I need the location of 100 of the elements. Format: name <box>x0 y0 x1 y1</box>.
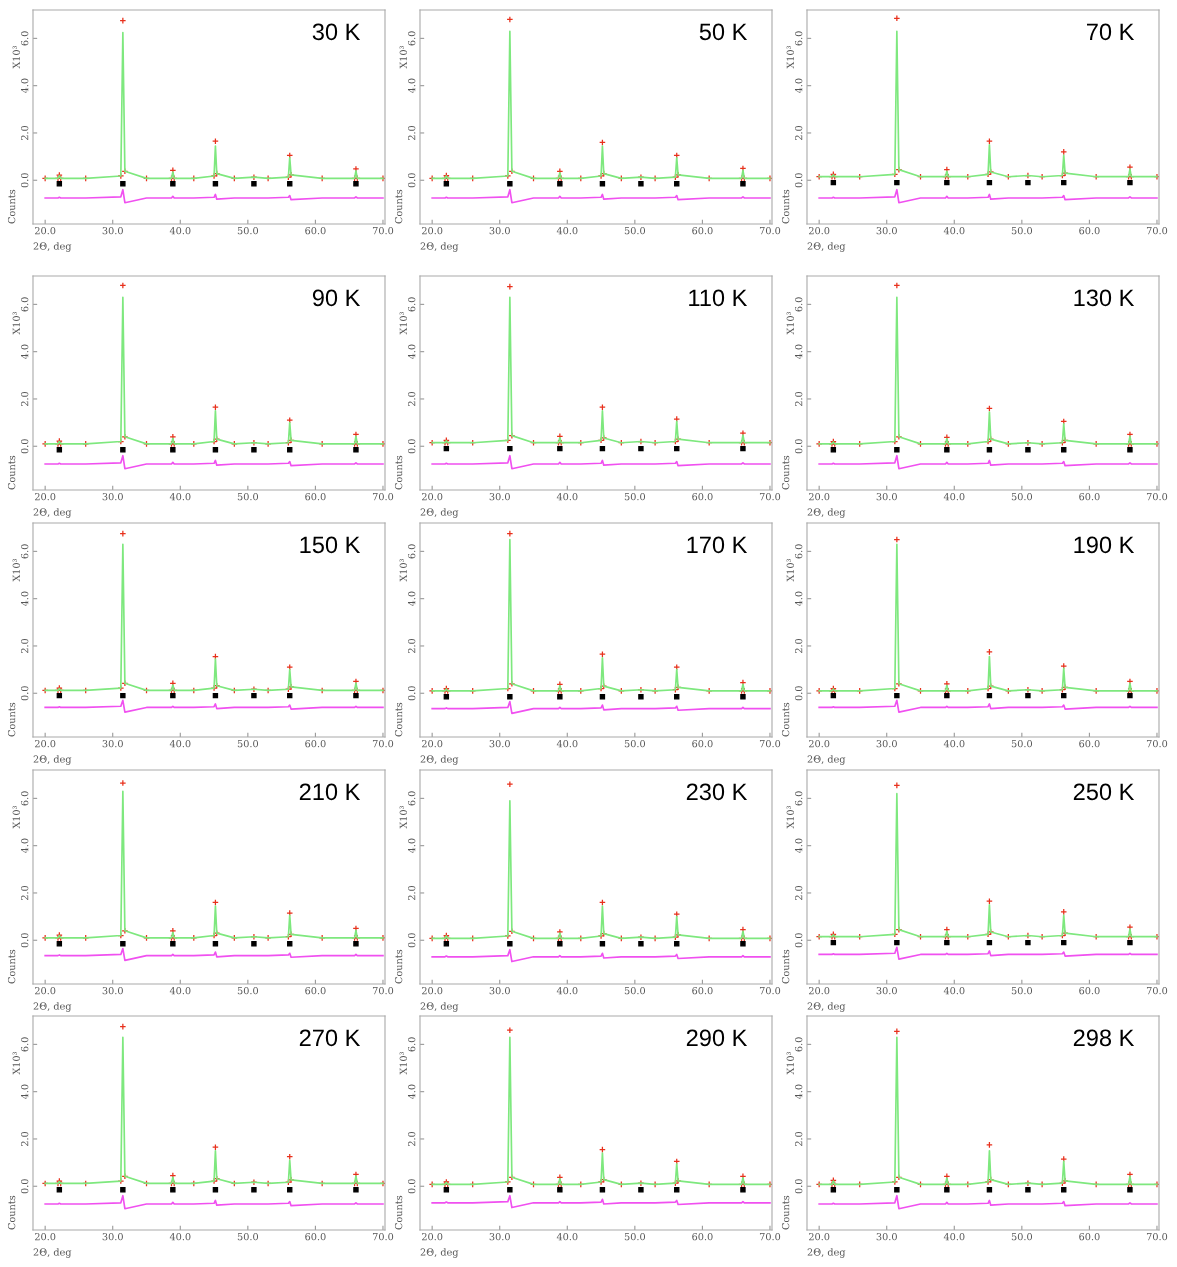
chart-title: 90 K <box>312 289 361 307</box>
y-axis-title: Counts <box>781 455 790 490</box>
y-axis-title: Counts <box>7 949 16 984</box>
x-tick-label: 50.0 <box>624 226 646 235</box>
text: X10³ <box>12 558 20 582</box>
x-tick-label: 70.0 <box>759 492 781 501</box>
x-tick-label: 50.0 <box>237 1232 259 1241</box>
x-tick-label: 50.0 <box>237 739 259 748</box>
x-tick-label: 20.0 <box>35 492 56 501</box>
y-tick-label: 4.0 <box>794 838 803 854</box>
x-tick-label: 40.0 <box>169 986 191 995</box>
x-tick-label: 20.0 <box>422 1232 443 1241</box>
x-tick-label: 40.0 <box>943 986 965 995</box>
x-tick-label: 50.0 <box>624 739 646 748</box>
x-tick-label: 20.0 <box>809 739 830 748</box>
y-tick-label: 6.0 <box>407 791 416 806</box>
y-tick-label: 4.0 <box>794 591 803 607</box>
x-tick-label: 50.0 <box>624 1232 646 1241</box>
y-tick-label: 6.0 <box>407 544 416 559</box>
chart-title: 250 K <box>1073 783 1135 801</box>
x-tick-label: 30.0 <box>489 739 510 748</box>
y-axis-title: Counts <box>7 702 16 737</box>
x-tick-label: 30.0 <box>876 492 897 501</box>
y-tick-label: 2.0 <box>794 638 803 654</box>
y-tick-label: 6.0 <box>794 544 803 559</box>
x-tick-label: 30.0 <box>102 986 123 995</box>
x-axis-title: 2Θ, deg <box>33 1248 72 1258</box>
x-tick-label: 40.0 <box>169 492 191 501</box>
y-tick-label: 0.0 <box>794 686 803 701</box>
y-tick-label: 4.0 <box>20 1084 29 1100</box>
x-tick-label: 50.0 <box>1011 226 1033 235</box>
chart-title: 30 K <box>312 23 361 41</box>
x-tick-label: 50.0 <box>1011 1232 1033 1241</box>
y-tick-label: 0.0 <box>794 1179 803 1194</box>
x-tick-label: 70.0 <box>1146 226 1168 235</box>
chart-title: 170 K <box>687 536 748 554</box>
y-tick-label: 2.0 <box>407 1131 416 1147</box>
x-tick-label: 60.0 <box>1079 492 1100 501</box>
y-tick-label: 6.0 <box>407 31 416 46</box>
y-tick-label: 6.0 <box>20 297 29 312</box>
x-tick-label: 40.0 <box>556 986 578 995</box>
chart-title: 270 K <box>299 1029 361 1047</box>
x-tick-label: 30.0 <box>876 739 897 748</box>
x-tick-label: 40.0 <box>943 492 965 501</box>
y-axis-title: Counts <box>781 1195 790 1230</box>
x-tick-label: 40.0 <box>556 226 578 235</box>
y-axis-title: Counts <box>394 189 403 224</box>
y-tick-label: 4.0 <box>794 344 803 360</box>
x-tick-label: 70.0 <box>759 739 781 748</box>
x-tick-label: 50.0 <box>1011 739 1033 748</box>
x-tick-label: 60.0 <box>305 1232 326 1241</box>
x-tick-label: 60.0 <box>1079 1232 1100 1241</box>
chart-title: 50 K <box>699 23 748 41</box>
chart-title: 150 K <box>300 536 361 554</box>
x-tick-label: 50.0 <box>1011 986 1033 995</box>
y-tick-label: 2.0 <box>20 885 29 901</box>
y-tick-label: 6.0 <box>20 791 29 806</box>
x-tick-label: 70.0 <box>372 1232 394 1241</box>
x-tick-label: 70.0 <box>372 739 394 748</box>
x-tick-label: 40.0 <box>556 492 578 501</box>
y-tick-label: 2.0 <box>20 125 29 141</box>
y-tick-label: 6.0 <box>20 31 29 46</box>
y-tick-label: 6.0 <box>794 1037 803 1052</box>
x-tick-label: 70.0 <box>372 986 394 995</box>
y-tick-label: 2.0 <box>407 391 416 407</box>
x-tick-label: 70.0 <box>1146 492 1168 501</box>
y-tick-label: 0.0 <box>407 1179 416 1194</box>
text: X10³ <box>786 311 794 335</box>
x-tick-label: 30.0 <box>489 492 510 501</box>
x-tick-label: 30.0 <box>489 986 510 995</box>
x-tick-label: 40.0 <box>943 1232 965 1241</box>
y-tick-label: 0.0 <box>407 173 416 188</box>
x-tick-label: 60.0 <box>305 492 326 501</box>
x-axis-title: 2Θ, deg <box>807 1002 846 1012</box>
y-axis-title: Counts <box>394 949 403 984</box>
x-tick-label: 20.0 <box>35 986 56 995</box>
y-tick-label: 6.0 <box>794 791 803 806</box>
y-tick-label: 0.0 <box>20 173 29 188</box>
y-tick-label: 0.0 <box>407 439 416 454</box>
x-tick-label: 50.0 <box>624 492 646 501</box>
chart-title: 290 K <box>686 1029 748 1047</box>
y-tick-label: 0.0 <box>407 686 416 701</box>
y-axis-title: Counts <box>781 702 790 737</box>
x-axis-title: 2Θ, deg <box>33 1002 72 1012</box>
y-axis-title: Counts <box>7 189 16 224</box>
x-tick-label: 60.0 <box>1079 986 1100 995</box>
x-tick-label: 20.0 <box>809 986 830 995</box>
y-tick-label: 0.0 <box>407 933 416 948</box>
x-tick-label: 60.0 <box>692 739 713 748</box>
x-tick-label: 60.0 <box>692 226 713 235</box>
text: X10³ <box>786 45 794 69</box>
x-tick-label: 50.0 <box>624 986 646 995</box>
y-tick-label: 2.0 <box>794 125 803 141</box>
text: X10³ <box>12 45 20 69</box>
y-tick-label: 4.0 <box>407 344 416 360</box>
text: X10³ <box>399 311 407 335</box>
x-axis-title: 2Θ, deg <box>420 1248 459 1258</box>
x-axis-title: 2Θ, deg <box>420 755 459 765</box>
y-tick-label: 2.0 <box>794 1131 803 1147</box>
y-axis-title: Counts <box>781 949 790 984</box>
